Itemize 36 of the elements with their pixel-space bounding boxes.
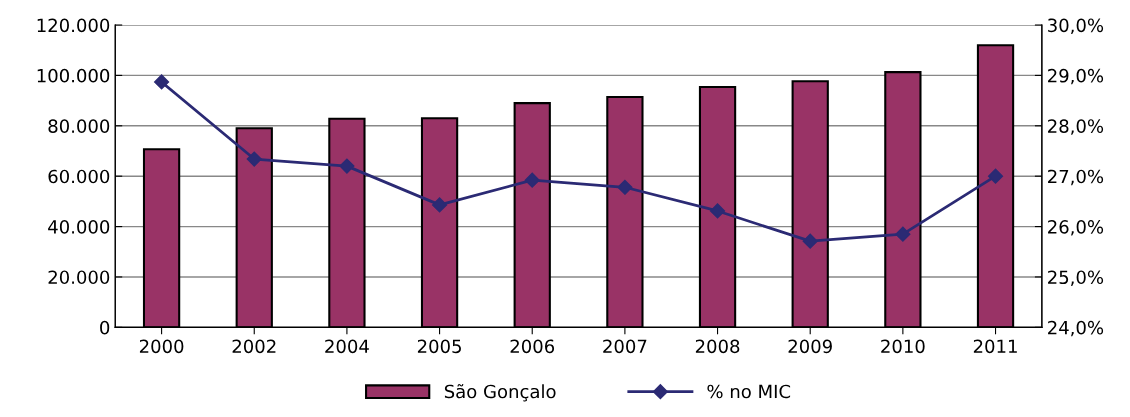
y2-tick-label: 26,0%: [1048, 220, 1104, 236]
x-tick-label: 2010: [881, 339, 925, 354]
y2-tick-label: 28,0%: [1048, 119, 1104, 135]
y2-tick-label: 27,0%: [1048, 169, 1104, 186]
point: [987, 168, 1004, 184]
x-tick-label: 2000: [139, 339, 184, 354]
y-tick-label: 20.000: [48, 270, 110, 285]
y2-tick-label: 24,0%: [1048, 320, 1104, 337]
y2-tick-label: 30,0%: [1048, 18, 1104, 34]
y2-tick-label: 29,0%: [1048, 68, 1104, 85]
legend-label: % no MIC: [707, 384, 791, 399]
x-tick-label: 2002: [232, 339, 276, 354]
y-tick-label: 60.000: [48, 169, 110, 184]
y-tick-label: 100.000: [37, 68, 110, 83]
x-tick-label: 2006: [510, 339, 555, 354]
point: [524, 172, 540, 188]
point: [617, 179, 633, 195]
point: [802, 233, 818, 249]
y-tick-label: 120.000: [37, 18, 110, 33]
legend-label: São Gonçalo: [444, 384, 556, 402]
x-tick-label: 2005: [417, 339, 461, 354]
y-tick-label: 0: [100, 320, 110, 335]
point: [154, 74, 170, 90]
x-tick-label: 2004: [325, 339, 369, 354]
x-tick-label: 2011: [973, 339, 1017, 354]
x-tick-label: 2007: [603, 339, 647, 354]
point: [895, 226, 911, 242]
x-tick-label: 2009: [788, 339, 832, 354]
point: [339, 158, 355, 174]
y-tick-label: 80.000: [48, 119, 110, 133]
y2-tick-label: 25,0%: [1048, 270, 1104, 286]
y-tick-label: 40.000: [48, 220, 110, 234]
point: [431, 197, 448, 213]
point: [709, 203, 726, 219]
x-tick-label: 2008: [695, 339, 740, 354]
point: [246, 151, 262, 167]
